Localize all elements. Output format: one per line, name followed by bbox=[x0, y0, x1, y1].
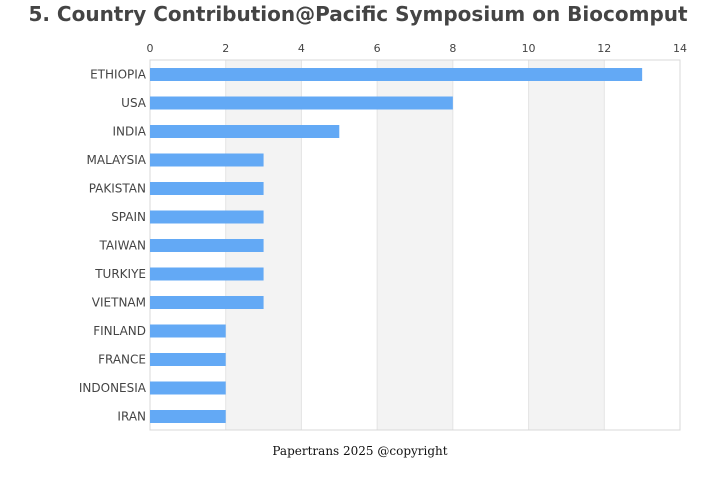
x-tick-label: 14 bbox=[673, 42, 687, 55]
bar bbox=[150, 153, 264, 167]
x-tick-label: 8 bbox=[449, 42, 456, 55]
x-tick-label: 4 bbox=[298, 42, 305, 55]
bar bbox=[150, 68, 643, 81]
x-tick-label: 6 bbox=[374, 42, 381, 55]
x-tick-label: 0 bbox=[147, 42, 154, 55]
bar bbox=[150, 96, 453, 110]
bar bbox=[150, 324, 226, 338]
grid-band bbox=[528, 60, 605, 430]
bar bbox=[150, 125, 340, 138]
bar bbox=[150, 381, 226, 395]
y-tick-label: FRANCE bbox=[98, 353, 146, 367]
y-tick-label: IRAN bbox=[117, 410, 146, 424]
chart-title: 5. Country Contribution@Pacific Symposiu… bbox=[28, 2, 688, 26]
bar bbox=[150, 239, 264, 252]
bar bbox=[150, 410, 226, 423]
y-tick-label: INDONESIA bbox=[79, 381, 147, 395]
x-tick-label: 2 bbox=[222, 42, 229, 55]
y-tick-label: TAIWAN bbox=[98, 239, 146, 253]
x-tick-label: 10 bbox=[522, 42, 536, 55]
bar bbox=[150, 210, 264, 224]
y-tick-label: ETHIOPIA bbox=[90, 68, 147, 82]
y-tick-label: PAKISTAN bbox=[89, 182, 146, 196]
bar bbox=[150, 182, 264, 195]
footer-copyright: Papertrans 2025 @copyright bbox=[272, 444, 448, 458]
bar bbox=[150, 353, 226, 366]
x-tick-label: 12 bbox=[597, 42, 611, 55]
y-tick-label: USA bbox=[121, 96, 147, 110]
grid-band bbox=[377, 60, 453, 430]
y-tick-label: FINLAND bbox=[93, 324, 146, 338]
y-tick-label: MALAYSIA bbox=[87, 153, 147, 167]
y-tick-label: TURKIYE bbox=[94, 267, 146, 281]
y-tick-label: INDIA bbox=[112, 125, 146, 139]
bar bbox=[150, 267, 264, 281]
bar bbox=[150, 296, 264, 309]
y-tick-label: SPAIN bbox=[111, 210, 146, 224]
y-tick-label: VIETNAM bbox=[92, 296, 146, 310]
